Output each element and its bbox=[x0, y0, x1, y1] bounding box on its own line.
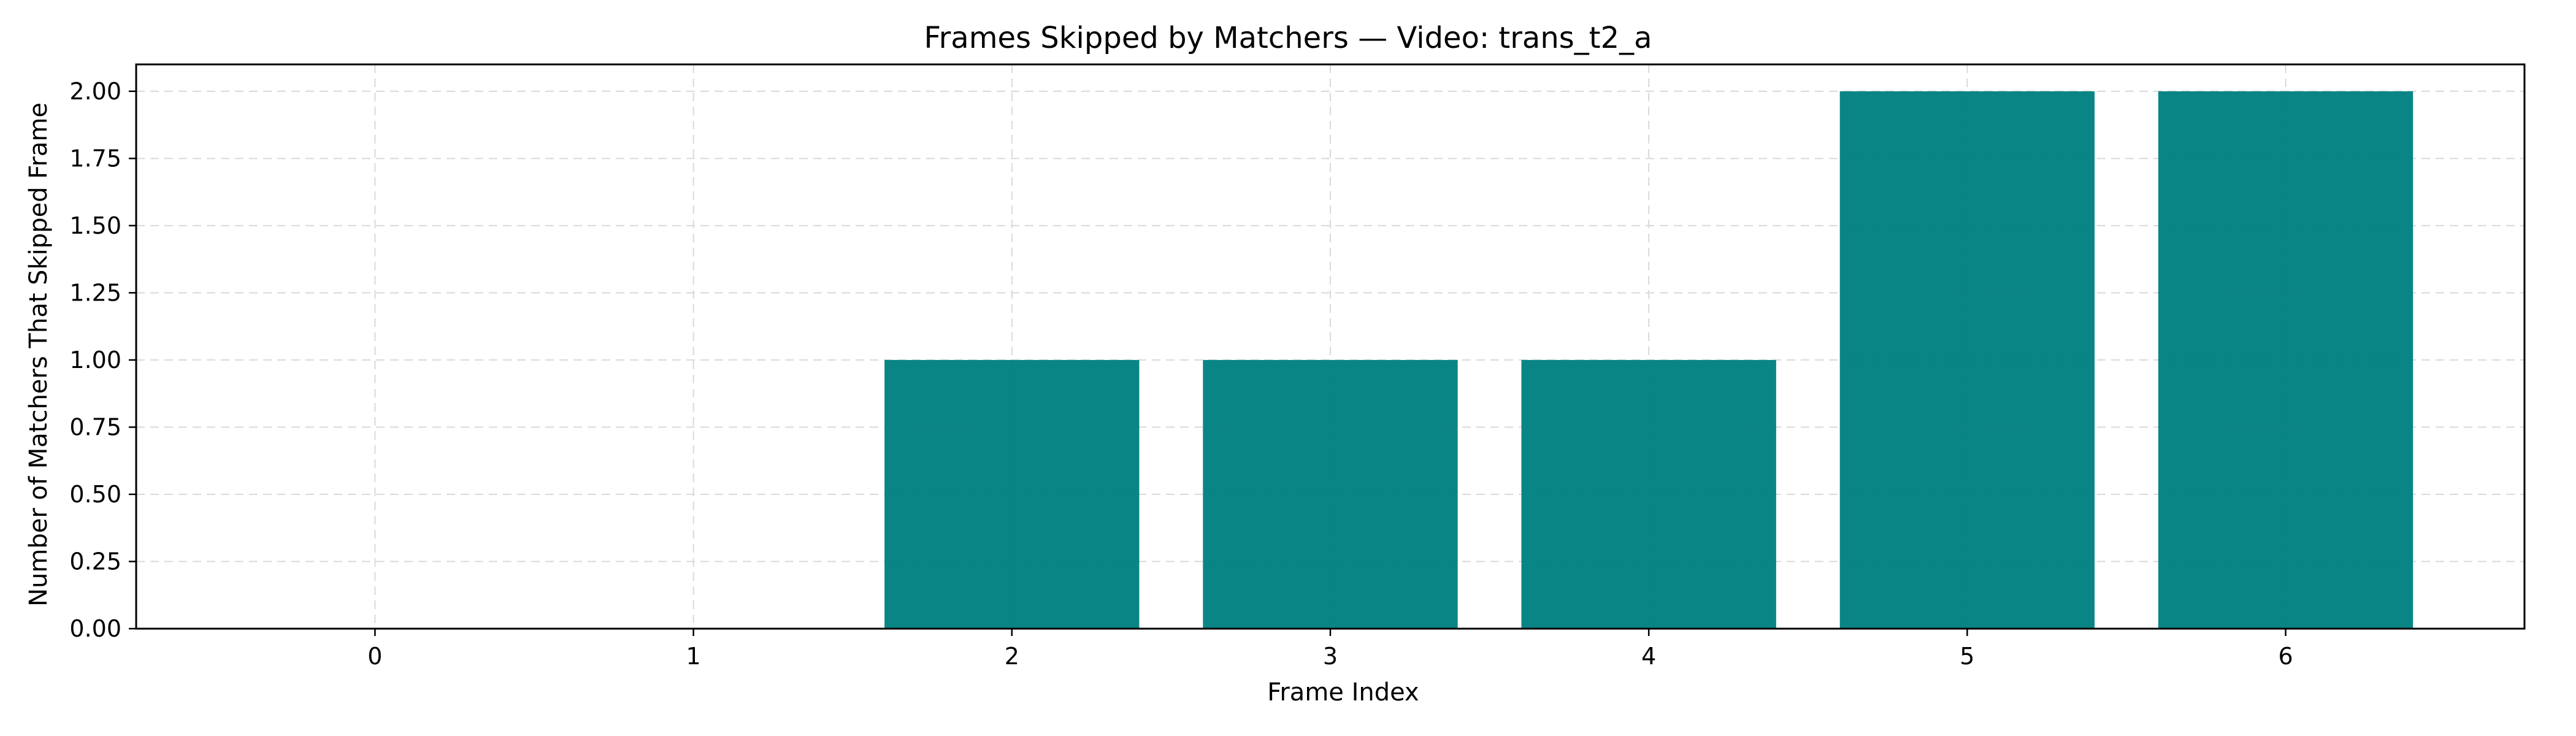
bar-layer bbox=[884, 91, 2413, 629]
bar-frame-5 bbox=[1839, 91, 2095, 629]
y-tick-label: 1.25 bbox=[69, 279, 121, 306]
x-tick-label: 1 bbox=[686, 643, 701, 670]
x-tick-label: 2 bbox=[1005, 643, 1019, 670]
y-axis-label: Number of Matchers That Skipped Frame bbox=[25, 102, 53, 607]
x-tick-label: 4 bbox=[1641, 643, 1656, 670]
y-tick-label: 0.50 bbox=[69, 481, 121, 508]
y-axis-ticks: 0.00 0.25 0.50 0.75 1.00 1.25 1.50 1.75 2.00 bbox=[69, 78, 136, 642]
y-tick-label: 1.50 bbox=[69, 212, 121, 239]
x-tick-label: 3 bbox=[1323, 643, 1338, 670]
y-tick-label: 1.00 bbox=[69, 347, 121, 374]
bar-frame-4 bbox=[1521, 359, 1776, 629]
x-tick-label: 6 bbox=[2279, 643, 2293, 670]
x-tick-label: 0 bbox=[367, 643, 382, 670]
bar-frame-3 bbox=[1203, 359, 1458, 629]
y-tick-label: 0.00 bbox=[69, 615, 121, 642]
y-tick-label: 1.75 bbox=[69, 145, 121, 172]
x-tick-label: 5 bbox=[1960, 643, 1974, 670]
chart-title: Frames Skipped by Matchers — Video: tran… bbox=[924, 21, 1652, 55]
bar-frame-6 bbox=[2158, 91, 2413, 629]
bar-frame-2 bbox=[884, 359, 1140, 629]
y-tick-label: 0.25 bbox=[69, 548, 121, 575]
x-axis-ticks: 0 1 2 3 4 5 6 bbox=[367, 629, 2293, 670]
x-axis-label: Frame Index bbox=[1267, 678, 1419, 707]
y-tick-label: 2.00 bbox=[69, 78, 121, 105]
y-tick-label: 0.75 bbox=[69, 413, 121, 440]
